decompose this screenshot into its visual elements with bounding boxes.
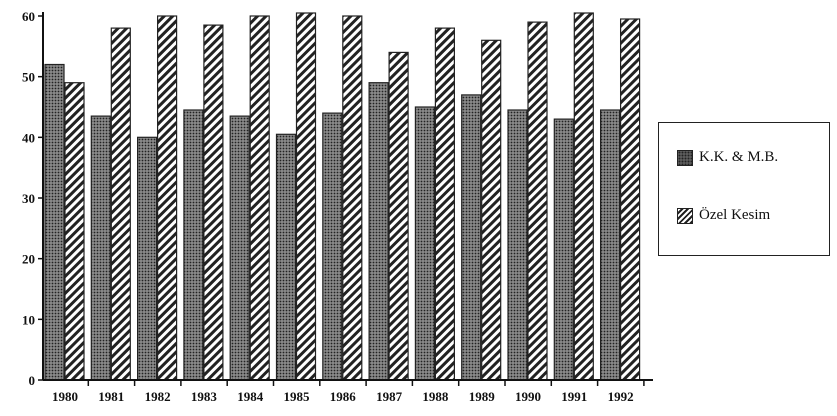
legend-swatch-dots — [677, 149, 693, 166]
legend-item-ozel-kesim: Özel Kesim — [677, 207, 770, 224]
bar-kk-mb-1991 — [553, 118, 574, 381]
bar-ozel-kesim-1981 — [110, 27, 131, 381]
legend-label: Özel Kesim — [699, 207, 771, 223]
bar-ozel-kesim-1985 — [295, 12, 317, 381]
y-tick-label: 20 — [22, 252, 35, 267]
legend-label: K.K. & M.B. — [699, 149, 779, 165]
x-tick-label: 1988 — [422, 389, 449, 404]
bar-kk-mb-1988 — [414, 106, 435, 381]
bar-ozel-kesim-1986 — [342, 15, 363, 381]
bar-kk-mb-1992 — [599, 109, 621, 381]
bar-ozel-kesim-1992 — [619, 18, 641, 381]
legend: K.K. & M.B. Özel Kesim — [658, 122, 830, 256]
bar-ozel-kesim-1984 — [249, 15, 270, 381]
x-tick-label: 1982 — [145, 389, 171, 404]
legend-swatch-hatch — [677, 207, 693, 224]
bar-kk-mb-1986 — [322, 112, 343, 381]
bar-ozel-kesim-1991 — [573, 12, 594, 381]
bar-ozel-kesim-1990 — [527, 21, 548, 381]
bar-kk-mb-1980 — [44, 63, 65, 381]
x-tick-label: 1991 — [561, 389, 587, 404]
x-tick-label: 1990 — [515, 389, 541, 404]
x-tick-label: 1987 — [376, 389, 403, 404]
bar-kk-mb-1982 — [137, 136, 158, 381]
x-tick-label: 1984 — [237, 389, 264, 404]
bar-ozel-kesim-1983 — [203, 24, 224, 381]
bar-kk-mb-1989 — [461, 94, 482, 381]
bars-layer — [44, 12, 641, 381]
x-tick-label: 1983 — [191, 389, 218, 404]
x-tick-label: 1989 — [469, 389, 496, 404]
bar-ozel-kesim-1987 — [388, 51, 409, 381]
y-tick-label: 60 — [22, 9, 35, 24]
bar-kk-mb-1990 — [507, 109, 528, 381]
bar-kk-mb-1983 — [183, 109, 204, 381]
x-tick-label: 1980 — [52, 389, 78, 404]
bar-ozel-kesim-1980 — [64, 82, 85, 381]
bar-ozel-kesim-1989 — [481, 39, 502, 381]
y-tick-label: 10 — [22, 312, 35, 327]
y-tick-label: 50 — [22, 70, 35, 85]
legend-item-kk-mb: K.K. & M.B. — [677, 149, 778, 166]
y-tick-label: 30 — [22, 191, 35, 206]
bar-kk-mb-1981 — [90, 115, 111, 381]
y-tick-label: 40 — [22, 130, 35, 145]
bar-ozel-kesim-1982 — [157, 15, 178, 381]
bar-kk-mb-1984 — [229, 115, 250, 381]
bar-ozel-kesim-1988 — [434, 27, 455, 381]
x-tick-label: 1985 — [284, 389, 311, 404]
axes-layer: 1980 1981 1982 1983 1984 1985 1986 1987 1988 1989… — [22, 9, 653, 404]
x-tick-label: 1992 — [608, 389, 634, 404]
x-tick-label: 1981 — [98, 389, 124, 404]
bar-kk-mb-1985 — [275, 133, 297, 381]
x-tick-label: 1986 — [330, 389, 357, 404]
bar-kk-mb-1987 — [368, 82, 389, 381]
y-tick-label: 0 — [29, 373, 36, 388]
